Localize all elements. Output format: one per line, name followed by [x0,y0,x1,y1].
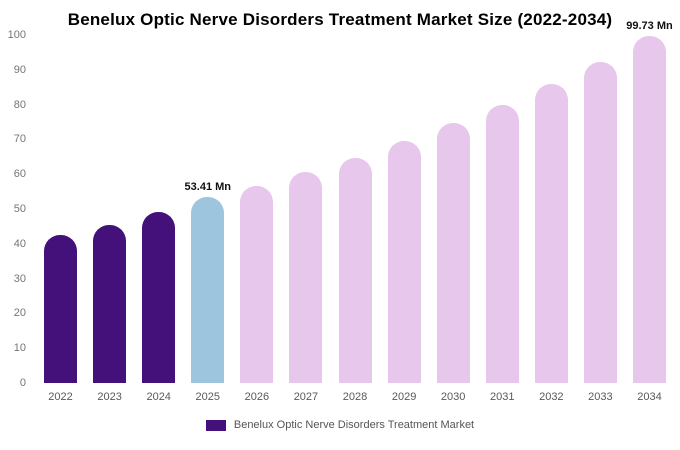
bar-2027 [289,172,323,383]
bar-column-2024 [134,35,183,383]
bar-2023 [93,224,127,383]
y-tick-label: 80 [13,98,26,111]
x-tick-label-2032: 2032 [539,391,564,403]
bar-column-2029 [380,35,429,383]
chart-title: Benelux Optic Nerve Disorders Treatment … [67,10,613,29]
bar-2026 [240,186,274,383]
y-axis: 0 10 20 30 40 50 60 70 80 90 100 [0,29,30,389]
bar-2033 [583,61,617,383]
bar-2028 [338,157,372,383]
legend: Benelux Optic Nerve Disorders Treatment … [0,419,680,431]
legend-swatch-icon [205,419,226,431]
bar-value-label-2025: 53.41 Mn [184,181,231,194]
bar-column-2032 [527,35,576,383]
bar-column-2033 [576,35,625,383]
y-tick-label: 40 [13,237,26,250]
bar-series: 53.41 Mn 99.73 Mn [36,20,674,383]
x-axis: 2022 2023 2024 2025 2026 2027 2028 2029 2030 2031… [36,391,674,403]
y-tick-label: 30 [13,272,26,285]
plot-area: 0 10 20 30 40 50 60 70 80 90 100 53.41 Mn 99.73 Mn [8,20,674,389]
x-tick-label-2031: 2031 [490,391,515,403]
bar-2031 [485,104,519,383]
x-tick-label-2024: 2024 [146,391,171,403]
x-tick-label-2025: 2025 [195,391,221,403]
x-tick-label-2033: 2033 [588,391,613,403]
bar-2022 [44,235,78,383]
bar-column-2031 [478,35,527,383]
y-tick-label: 90 [13,63,26,76]
bar-column-2030 [429,35,478,383]
x-tick-label-2023: 2023 [97,391,122,403]
bar-2024 [142,211,176,383]
bar-2034 [632,35,666,383]
x-tick-label-2029: 2029 [391,391,417,403]
bar-column-2023 [85,35,134,383]
bar-2025 [191,197,225,383]
bar-2029 [387,141,421,383]
x-tick-label-2030: 2030 [440,391,466,403]
x-tick-label-2027: 2027 [293,391,319,403]
x-tick-label-2034: 2034 [637,391,662,403]
bar-value-label-2034: 99.73 Mn [626,19,673,32]
y-tick-label: 100 [7,29,26,41]
y-tick-label: 0 [19,377,26,389]
x-tick-label-2022: 2022 [48,391,73,403]
bar-column-2025: 53.41 Mn [183,35,232,383]
y-tick-label: 10 [13,342,26,355]
x-tick-label-2028: 2028 [342,391,368,403]
bar-2030 [436,123,470,383]
y-tick-label: 60 [13,168,26,181]
bar-column-2026 [232,35,281,383]
y-tick-label: 70 [13,133,26,146]
y-tick-label: 50 [13,203,26,215]
bar-column-2027 [281,35,330,383]
x-tick-label-2026: 2026 [244,391,270,403]
bar-column-2028 [330,35,379,383]
legend-label: Benelux Optic Nerve Disorders Treatment … [233,419,475,431]
bar-2032 [534,84,568,383]
y-tick-label: 20 [13,307,26,320]
bar-column-2034: 99.73 Mn [625,20,674,383]
bar-column-2022 [36,35,85,383]
